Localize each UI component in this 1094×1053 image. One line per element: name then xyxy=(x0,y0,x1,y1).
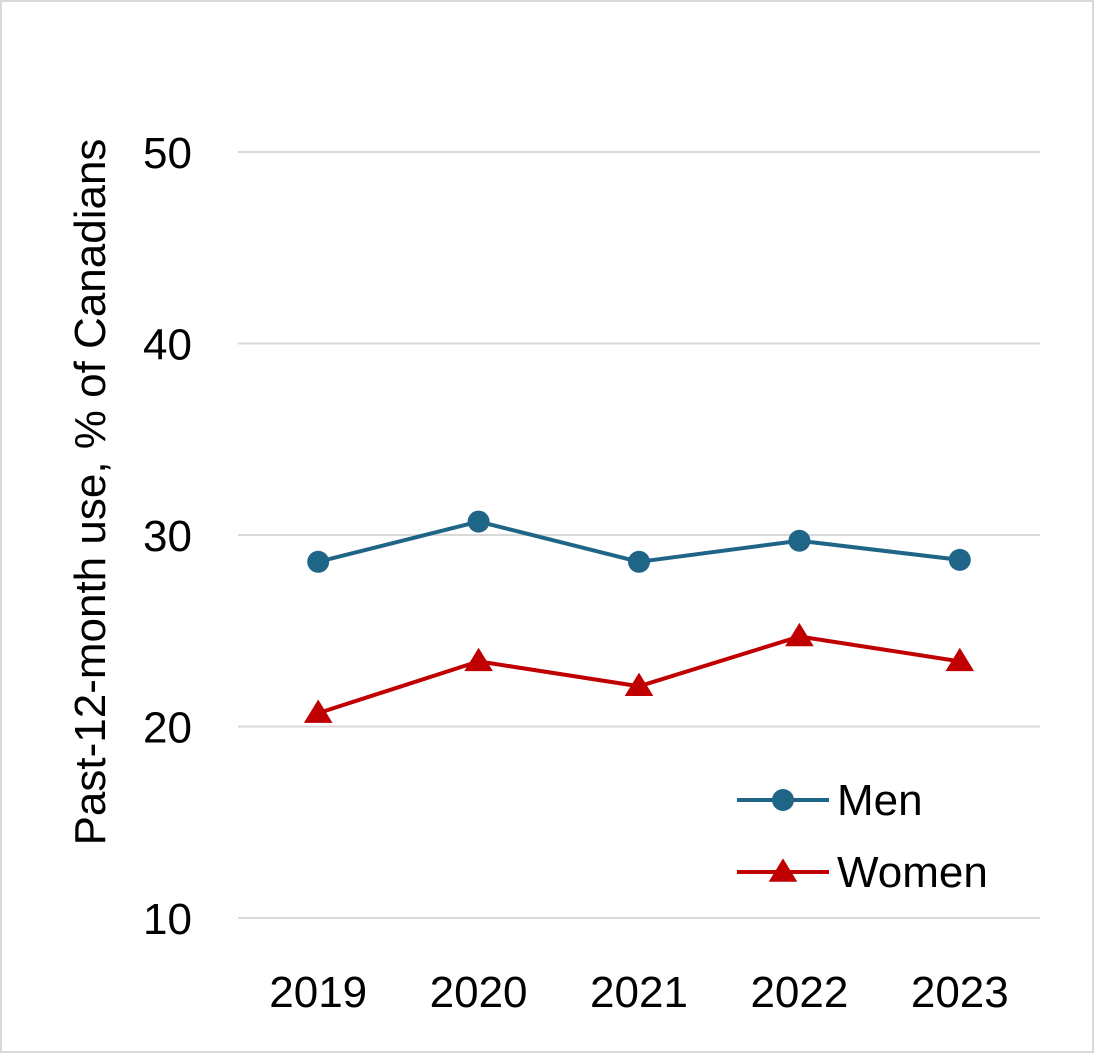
y-tick-label: 20 xyxy=(143,704,192,753)
y-tick-label: 40 xyxy=(143,321,192,370)
legend: Men Women xyxy=(737,776,988,897)
legend-label-women: Women xyxy=(837,848,988,897)
y-tick-label: 50 xyxy=(143,129,192,178)
data-point-men xyxy=(628,550,650,573)
legend-marker-women xyxy=(768,858,798,882)
data-point-men xyxy=(948,548,971,571)
x-tick-label: 2023 xyxy=(911,968,1009,1017)
y-tick-label: 30 xyxy=(143,512,192,561)
data-series xyxy=(303,510,975,723)
series-women xyxy=(303,622,975,723)
data-point-women xyxy=(945,647,975,672)
data-point-women xyxy=(464,647,493,672)
data-point-men xyxy=(467,510,490,533)
legend-item-women: Women xyxy=(737,848,988,897)
data-point-women xyxy=(785,622,814,647)
legend-marker-men xyxy=(772,789,794,811)
x-tick-label: 2020 xyxy=(430,968,528,1017)
data-point-women xyxy=(624,672,654,697)
y-axis-ticks: 10 20 30 40 50 xyxy=(143,129,192,944)
gridlines xyxy=(238,151,1040,919)
data-point-women xyxy=(303,699,333,723)
y-axis-label: Past-12-month use, % of Canadians xyxy=(66,139,115,846)
x-axis-ticks: 2019 2020 2021 2022 2023 xyxy=(269,968,1008,1017)
legend-item-men: Men xyxy=(737,776,923,825)
y-tick-label: 10 xyxy=(143,895,192,944)
x-tick-label: 2021 xyxy=(590,968,688,1017)
data-point-men xyxy=(788,529,811,552)
x-tick-label: 2019 xyxy=(269,968,367,1017)
series-men xyxy=(307,510,971,573)
data-point-men xyxy=(307,550,330,573)
x-tick-label: 2022 xyxy=(750,968,848,1017)
legend-label-men: Men xyxy=(837,776,923,825)
